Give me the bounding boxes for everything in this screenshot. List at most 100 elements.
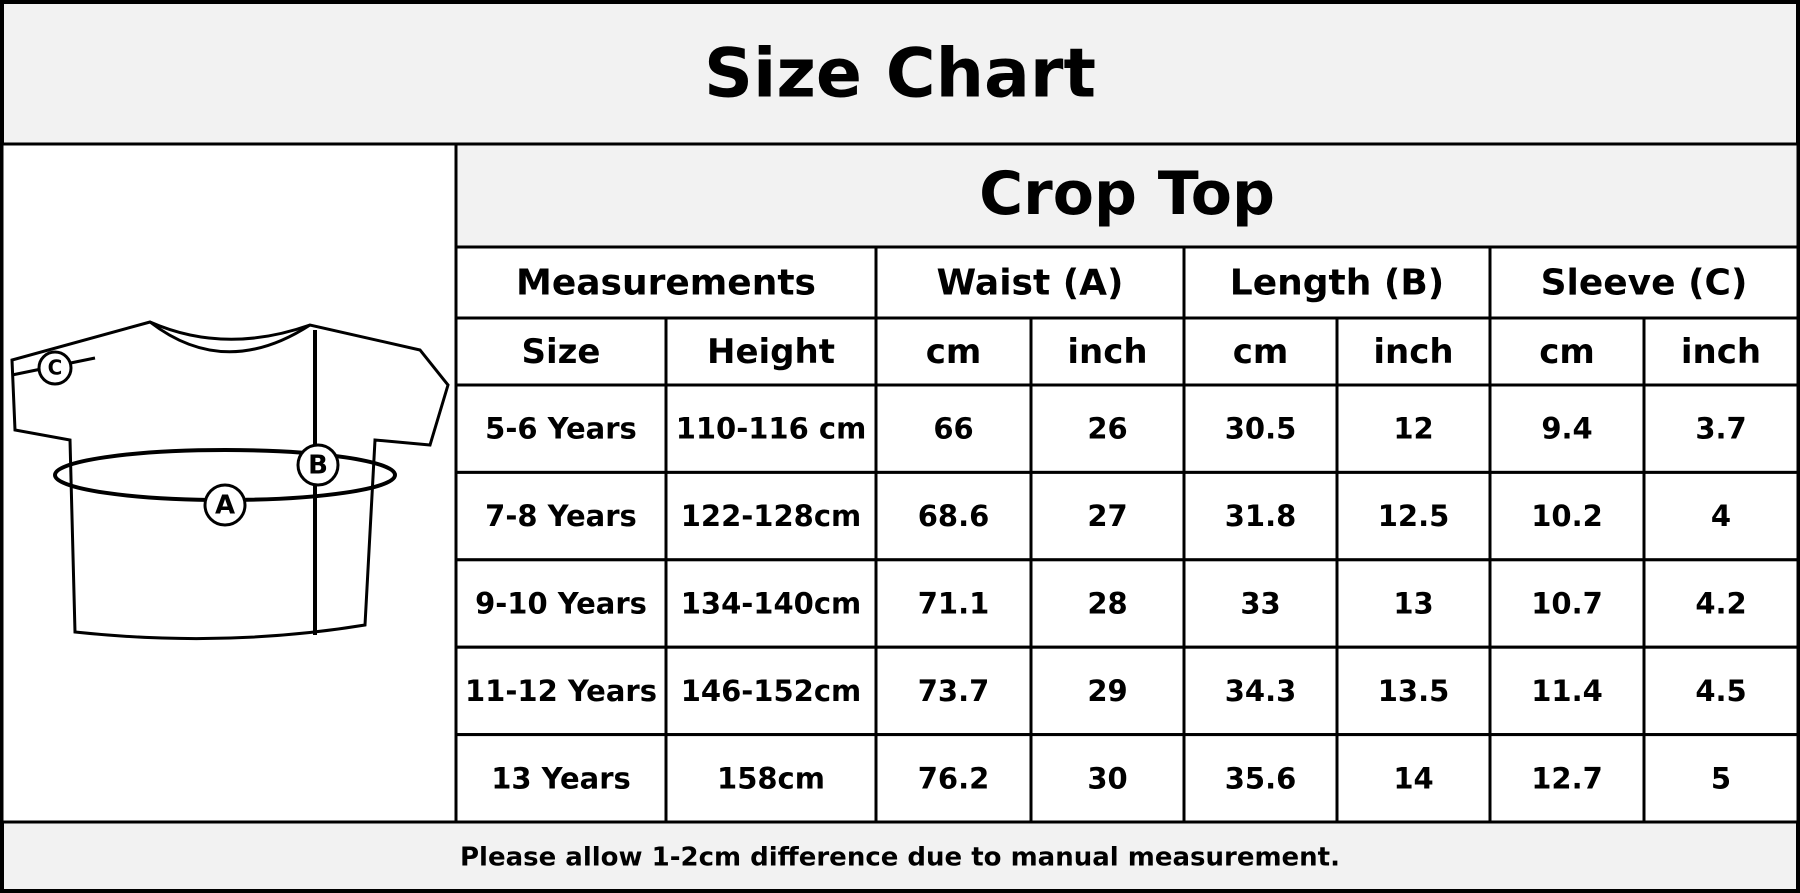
table-cell <box>1029 733 1186 824</box>
table-cell-text: 9.4 <box>1541 412 1592 446</box>
table-cell-text: 12.5 <box>1378 499 1450 533</box>
table-cell-text: 7-8 Years <box>485 499 637 533</box>
table-cell <box>454 733 668 824</box>
shirt-outline <box>10 320 450 641</box>
table-cell-text: 122-128cm <box>681 499 862 533</box>
table-cell <box>664 316 878 387</box>
table-cell <box>1029 470 1186 562</box>
page-title: Size Chart <box>704 35 1096 114</box>
table-cell <box>1335 316 1492 387</box>
table-cell <box>664 645 878 737</box>
table-cell <box>874 733 1033 824</box>
table-cell-text: 13 Years <box>491 761 631 795</box>
column-header: inch <box>1067 332 1147 372</box>
table-cell <box>1182 316 1339 387</box>
table-cell <box>1182 383 1339 474</box>
diagram-label: A <box>215 491 235 521</box>
table-cell-text: 73.7 <box>918 674 990 708</box>
table-cell-text: 27 <box>1087 499 1127 533</box>
column-header: cm <box>926 332 982 372</box>
table-cell-text: 12 <box>1393 412 1433 446</box>
table-cell <box>1642 645 1800 737</box>
table-cell <box>1182 245 1492 320</box>
column-header: inch <box>1373 332 1453 372</box>
table-cell-text: 30 <box>1087 761 1127 795</box>
column-header: Height <box>707 332 835 372</box>
table-cell-text: 9-10 Years <box>475 587 647 621</box>
table-cell-text: 13 <box>1393 587 1433 621</box>
column-header: cm <box>1539 332 1595 372</box>
table-cell <box>874 316 1033 387</box>
table: Crop Top Measurements Waist (A) Length (B) S… <box>454 142 1800 824</box>
table-cell-text: 5 <box>1711 761 1731 795</box>
table-cell-text: 11.4 <box>1531 674 1603 708</box>
table-cell <box>1488 558 1646 649</box>
column-header: cm <box>1233 332 1289 372</box>
table-cell <box>1029 558 1186 649</box>
table-cell-text: 30.5 <box>1225 412 1297 446</box>
group-header: Waist (A) <box>937 263 1124 304</box>
neckline <box>149 320 311 354</box>
table-cell-text: 4 <box>1711 499 1731 533</box>
table-cell-text: 29 <box>1087 674 1127 708</box>
table-cell <box>1182 733 1339 824</box>
table-cell-text: 31.8 <box>1225 499 1297 533</box>
table-cell <box>874 383 1033 474</box>
table-cell <box>1488 316 1646 387</box>
table-cell-text: 10.7 <box>1531 587 1603 621</box>
table-cell-text: 14 <box>1393 761 1433 795</box>
table-cell-text: 4.2 <box>1695 587 1746 621</box>
table-cell <box>1488 383 1646 474</box>
table-cell <box>1642 470 1800 562</box>
table-cell-text: 146-152cm <box>681 674 862 708</box>
diagram-label: B <box>308 451 328 481</box>
table-cell <box>1029 316 1186 387</box>
table-cell <box>1182 470 1339 562</box>
table-cell-text: 158cm <box>717 761 825 795</box>
table-cell <box>874 245 1186 320</box>
table-cell <box>1642 558 1800 649</box>
footer-note: Please allow 1-2cm difference due to man… <box>460 843 1340 873</box>
table-cell <box>1182 558 1339 649</box>
group-header: Measurements <box>516 263 816 304</box>
table-cell <box>1642 733 1800 824</box>
table-cell-text: 28 <box>1087 587 1127 621</box>
table-cell-text: 3.7 <box>1695 412 1746 446</box>
table-cell <box>1488 733 1646 824</box>
table-cell-text: 4.5 <box>1695 674 1746 708</box>
table-cell <box>1335 645 1492 737</box>
group-header: Length (B) <box>1230 263 1444 304</box>
table-cell <box>1488 645 1646 737</box>
table-cell <box>1335 733 1492 824</box>
table-cell <box>1029 645 1186 737</box>
table-cell-text: 35.6 <box>1225 761 1297 795</box>
table-cell <box>454 645 668 737</box>
table-cell <box>1488 245 1800 320</box>
table-cell-text: 110-116 cm <box>676 412 867 446</box>
label-circle <box>37 350 73 386</box>
group-header: Sleeve (C) <box>1541 263 1748 304</box>
table-cell-text: 5-6 Years <box>485 412 637 446</box>
table-cell-text: 33 <box>1240 587 1280 621</box>
table-cell-text: 12.7 <box>1531 761 1603 795</box>
table-cell <box>1642 316 1800 387</box>
table-cell <box>874 645 1033 737</box>
label-circle <box>203 483 247 527</box>
label-circle <box>296 443 340 487</box>
table-cell <box>1642 383 1800 474</box>
table-title: Crop Top <box>979 159 1275 229</box>
table-cell-text: 26 <box>1087 412 1127 446</box>
shirt-illustration <box>10 320 450 641</box>
table-cell-text: 34.3 <box>1225 674 1297 708</box>
table-cell <box>874 470 1033 562</box>
table-cell-text: 13.5 <box>1378 674 1450 708</box>
diagram-label: C <box>48 356 63 380</box>
table-cell <box>664 733 878 824</box>
table-cell <box>454 383 668 474</box>
table-cell-text: 66 <box>933 412 973 446</box>
table-cell-text: 71.1 <box>918 587 990 621</box>
table-cell <box>1335 383 1492 474</box>
table-cell-text: 76.2 <box>918 761 990 795</box>
table-cell-text: 68.6 <box>918 499 990 533</box>
